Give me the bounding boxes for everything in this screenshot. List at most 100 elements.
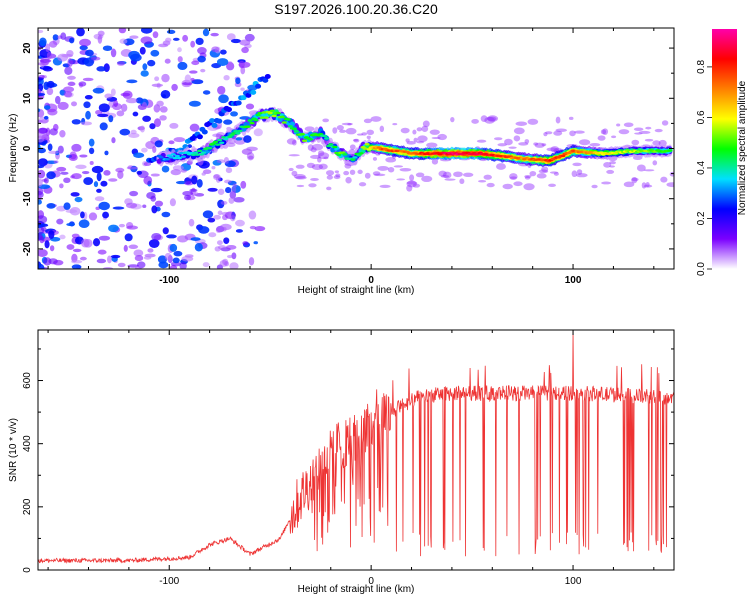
noise-blob <box>65 209 78 214</box>
noise-blob <box>335 173 341 178</box>
noise-blob <box>98 201 110 211</box>
noise-blob <box>400 127 410 134</box>
noise-blob <box>135 266 142 269</box>
noise-blob <box>317 152 330 160</box>
noise-blob <box>154 200 164 207</box>
noise-blob <box>118 28 127 34</box>
noise-blob <box>332 127 338 134</box>
ridge-segment <box>560 154 566 158</box>
noise-blob <box>53 160 59 164</box>
noise-blob <box>226 254 234 259</box>
noise-blob <box>177 47 182 53</box>
noise-blob <box>43 257 52 266</box>
noise-blob <box>63 202 71 211</box>
noise-blob <box>168 140 175 145</box>
noise-blob <box>609 161 616 165</box>
noise-blob <box>151 232 162 241</box>
ridge-segment <box>293 130 300 133</box>
noise-blob <box>246 146 258 152</box>
noise-blob <box>223 119 233 125</box>
noise-blob <box>130 53 142 62</box>
noise-blob <box>295 176 307 180</box>
noise-blob <box>343 170 350 176</box>
noise-blob <box>67 81 76 86</box>
ridge-segment <box>324 137 330 140</box>
noise-blob <box>494 137 503 141</box>
noise-blob <box>548 183 556 188</box>
noise-blob <box>44 240 50 249</box>
noise-blob <box>48 230 55 239</box>
noise-blob <box>57 145 64 154</box>
noise-blob <box>93 181 99 188</box>
noise-blob <box>59 183 64 189</box>
noise-blob <box>104 93 113 99</box>
noise-blob <box>140 125 145 133</box>
noise-blob <box>99 122 108 131</box>
noise-blob <box>353 138 359 142</box>
ridge-segment <box>245 125 251 128</box>
noise-blob <box>406 180 417 188</box>
ridge-segment <box>362 147 368 150</box>
ridge-segment <box>307 138 314 141</box>
y-tick-label: 10 <box>22 92 33 104</box>
noise-blob <box>223 74 230 81</box>
noise-blob <box>422 120 430 128</box>
noise-blob <box>39 58 52 63</box>
ridge-segment <box>213 140 219 144</box>
ridge-segment <box>168 155 174 159</box>
snr-x-label: Height of straight line (km) <box>298 584 415 595</box>
noise-blob <box>191 175 198 185</box>
noise-blob <box>182 81 193 86</box>
noise-blob <box>513 135 521 142</box>
noise-blob <box>541 166 549 173</box>
noise-blob <box>553 130 563 136</box>
noise-blob <box>202 210 214 219</box>
noise-blob <box>233 196 245 203</box>
noise-blob <box>189 188 198 192</box>
noise-blob <box>213 214 221 220</box>
noise-blob <box>152 31 159 39</box>
colorbar-tick-label: 0.4 <box>696 161 707 175</box>
snr-y-label: SNR (10 * v/v) <box>8 418 19 482</box>
noise-blob <box>412 129 417 135</box>
noise-blob <box>59 130 66 138</box>
noise-blob <box>310 147 317 153</box>
noise-blob <box>154 118 161 128</box>
noise-blob <box>484 116 495 124</box>
ridge-segment <box>261 111 267 114</box>
noise-blob <box>399 168 412 172</box>
noise-blob <box>372 171 381 176</box>
noise-blob <box>126 79 138 84</box>
noise-blob <box>38 178 43 187</box>
noise-blob <box>38 263 45 269</box>
noise-blob <box>416 127 423 132</box>
noise-blob <box>304 126 315 132</box>
noise-blob <box>129 35 139 39</box>
y-tick-label: -10 <box>22 191 33 206</box>
ridge-segment <box>219 141 225 144</box>
noise-blob <box>80 211 85 219</box>
noise-blob <box>322 118 330 123</box>
noise-blob <box>143 256 152 260</box>
noise-blob <box>225 142 236 148</box>
x-tick-label: -100 <box>159 275 179 286</box>
noise-blob <box>63 91 73 98</box>
noise-blob <box>568 116 574 120</box>
noise-blob <box>253 128 263 137</box>
noise-blob <box>63 177 71 184</box>
noise-blob <box>40 226 47 232</box>
noise-blob <box>117 262 126 268</box>
noise-blob <box>173 137 186 143</box>
noise-blob <box>349 169 356 175</box>
noise-blob <box>541 143 547 147</box>
noise-blob <box>606 169 615 174</box>
noise-blob <box>202 90 211 95</box>
noise-blob <box>231 252 237 260</box>
noise-blob <box>224 179 232 184</box>
noise-blob <box>405 138 410 143</box>
noise-blob <box>59 234 66 240</box>
noise-blob <box>240 87 245 91</box>
noise-blob <box>529 170 537 177</box>
noise-blob <box>81 170 90 175</box>
noise-blob <box>643 184 653 188</box>
